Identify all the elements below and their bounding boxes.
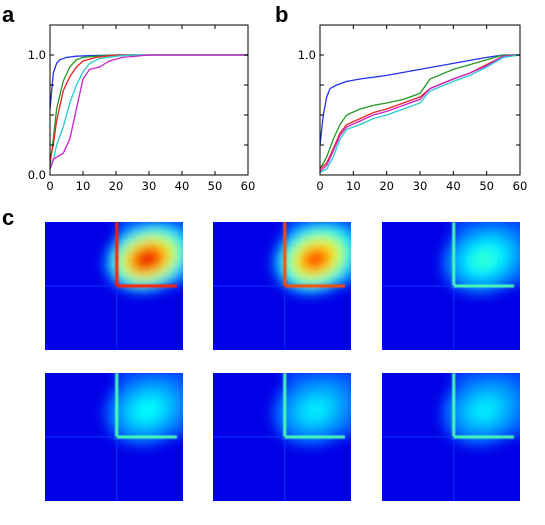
heatmap-2 <box>213 222 351 350</box>
x-tick-label: 40 <box>446 179 461 193</box>
heatmap-cross-vertical <box>283 222 287 288</box>
series-line-green <box>319 54 520 170</box>
x-tick-label: 40 <box>175 179 190 193</box>
heatmap-cross-vertical <box>283 373 287 439</box>
heatmap-3 <box>382 222 520 350</box>
heatmap-cross-vertical <box>115 222 119 288</box>
x-tick-label: 30 <box>142 179 157 193</box>
heatmap-4 <box>45 373 183 501</box>
x-tick-label: 20 <box>109 179 124 193</box>
series-line-green <box>49 54 248 166</box>
heatmap-contour <box>305 251 326 268</box>
heatmap-cross-horizontal <box>453 435 514 439</box>
line-chart-b: 0 10 20 30 40 50 60 1.0 <box>298 24 528 193</box>
axis-frame <box>49 24 249 176</box>
x-tick-label: 0 <box>46 179 53 193</box>
panel-label-a: a <box>2 2 15 27</box>
x-tick-label: 60 <box>241 179 256 193</box>
heatmap-cross-horizontal <box>116 284 177 288</box>
series-line-cyan <box>49 54 248 170</box>
y-tick-label: 0.0 <box>28 168 46 182</box>
heatmap-cross-vertical <box>452 222 456 288</box>
x-tick-label: 50 <box>479 179 494 193</box>
series-line-blue <box>49 54 248 110</box>
heatmap-contour <box>474 251 495 268</box>
x-tick-label: 10 <box>76 179 91 193</box>
heatmap-6 <box>382 373 520 501</box>
heatmap-1 <box>45 222 183 350</box>
series-line-blue <box>319 54 520 146</box>
heatmap-cross-vertical <box>115 373 119 439</box>
x-tick-label: 10 <box>346 179 361 193</box>
series-line-cyan <box>319 54 521 174</box>
series-line-magenta <box>319 54 521 172</box>
heatmap-contour <box>137 251 157 267</box>
panel-label-b: b <box>275 2 288 27</box>
series-line-magenta <box>49 54 248 170</box>
panel-label-c: c <box>2 205 14 230</box>
y-tick-label: 1.0 <box>28 48 46 62</box>
heatmap-cross-horizontal <box>453 284 514 288</box>
x-tick-label: 0 <box>316 179 323 193</box>
line-chart-a: 0 10 20 30 40 50 60 0.0 1.0 <box>28 24 256 193</box>
heatmap-grid <box>45 222 520 501</box>
x-tick-label: 30 <box>413 179 428 193</box>
heatmap-contour <box>474 402 495 419</box>
heatmap-5 <box>213 373 351 501</box>
series-line-red <box>49 54 248 161</box>
heatmap-contour <box>137 402 158 419</box>
heatmap-cross-vertical <box>452 373 456 439</box>
x-tick-label: 20 <box>379 179 394 193</box>
heatmap-cross-horizontal <box>284 284 345 288</box>
x-tick-label: 50 <box>208 179 223 193</box>
heatmap-contour <box>305 402 326 419</box>
heatmap-cross-horizontal <box>284 435 345 439</box>
series-line-red <box>319 54 521 170</box>
y-tick-label: 1.0 <box>298 48 316 62</box>
heatmap-cross-horizontal <box>116 435 177 439</box>
x-tick-label: 60 <box>513 179 528 193</box>
